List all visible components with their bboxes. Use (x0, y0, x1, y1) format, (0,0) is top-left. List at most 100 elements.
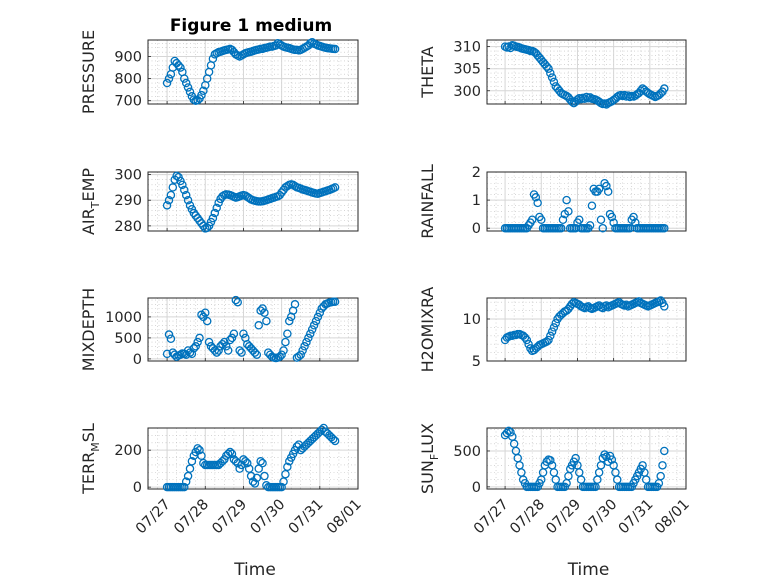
data-point (281, 337, 290, 347)
x-axis-label: Time (567, 560, 610, 580)
y-axis-label: TERRMSL (79, 423, 102, 495)
data-point (277, 482, 286, 492)
data-point (522, 335, 532, 345)
data-point (294, 352, 304, 361)
data-point (202, 223, 212, 233)
y-tick-label: 500 (114, 331, 142, 347)
data-point (607, 212, 617, 222)
data-point (187, 457, 197, 466)
y-tick-label: 900 (114, 50, 142, 66)
y-tick-label: 0 (472, 221, 481, 237)
data-point (585, 221, 595, 230)
data-point (176, 350, 185, 359)
data-point (302, 337, 311, 347)
data-point (549, 323, 559, 332)
data-point (201, 308, 210, 317)
data-point (562, 195, 571, 205)
data-point (183, 195, 193, 205)
data-point (547, 73, 557, 82)
data-point (546, 331, 555, 341)
series-points (500, 41, 669, 109)
subplot-rainfall: 0 1 2 RAINFALL (418, 164, 687, 239)
data-point (235, 346, 244, 355)
data-point (183, 83, 193, 92)
subplot-h2omixra: 5 10 H2OMIXRA (418, 287, 687, 373)
y-tick-label: 200 (114, 443, 142, 459)
y-axis-label: THETA (418, 46, 437, 98)
data-point (164, 195, 174, 205)
y-tick-label: 0 (133, 352, 142, 368)
x-axis-label: Time (233, 560, 276, 580)
data-point (307, 325, 317, 334)
data-point (227, 333, 237, 343)
y-axis-label: H2OMIXRA (418, 287, 437, 373)
data-point (598, 223, 608, 233)
data-point (254, 321, 263, 330)
data-point (330, 297, 340, 307)
y-tick-label: 300 (114, 168, 142, 184)
axes-frame (147, 297, 359, 362)
y-tick-label: 500 (453, 444, 481, 460)
data-point (279, 346, 288, 355)
data-point (551, 475, 560, 484)
data-point (567, 97, 577, 107)
data-point (283, 329, 292, 338)
y-axis-label: AIRTEMP (79, 168, 102, 235)
data-point (611, 468, 620, 477)
data-point (607, 455, 617, 464)
data-point (330, 44, 340, 54)
data-point (225, 447, 235, 457)
data-point (256, 457, 265, 466)
data-point (544, 335, 553, 345)
data-point (260, 471, 269, 481)
series-points (162, 423, 340, 492)
data-point (533, 198, 542, 208)
data-point (164, 330, 174, 339)
data-point (290, 300, 300, 309)
series-points (162, 37, 340, 105)
figure-title: Figure 1 medium (170, 16, 332, 36)
y-axis-label: MIXDEPTH (79, 288, 98, 371)
axes-frame (147, 171, 359, 232)
data-point (600, 450, 609, 459)
data-point (166, 190, 176, 200)
data-point (250, 479, 260, 488)
data-point (587, 201, 597, 210)
data-point (241, 457, 250, 466)
data-point (229, 329, 239, 338)
data-point (195, 333, 204, 343)
x-tick-label: 07/30 (580, 497, 621, 538)
subplot-theta: 300 305 310 THETA (418, 39, 687, 109)
data-point (166, 334, 176, 343)
data-point (260, 308, 269, 317)
data-point (250, 348, 260, 357)
y-tick-label: 290 (114, 193, 142, 209)
data-point (210, 208, 220, 218)
x-tick-label: 07/30 (248, 497, 289, 538)
data-point (537, 215, 546, 225)
data-point (220, 337, 229, 347)
data-point (174, 61, 183, 70)
data-point (275, 352, 284, 362)
y-tick-label: 1000 (105, 310, 142, 326)
data-point (311, 316, 321, 326)
data-point (330, 436, 340, 446)
data-point (258, 304, 267, 313)
axes-frame (147, 427, 359, 490)
data-point (656, 471, 665, 481)
data-point (656, 296, 665, 305)
series-points (500, 296, 669, 356)
data-point (208, 213, 218, 223)
x-tick-label: 07/31 (616, 497, 657, 538)
data-point (330, 183, 340, 192)
data-point (246, 471, 256, 481)
data-point (243, 458, 252, 468)
data-point (629, 212, 638, 222)
y-tick-label: 2 (472, 165, 481, 181)
data-point (189, 344, 199, 353)
data-point (544, 64, 553, 73)
data-point (162, 201, 172, 210)
x-tick-label: 07/29 (543, 497, 584, 538)
y-tick-label: 5 (472, 354, 481, 370)
